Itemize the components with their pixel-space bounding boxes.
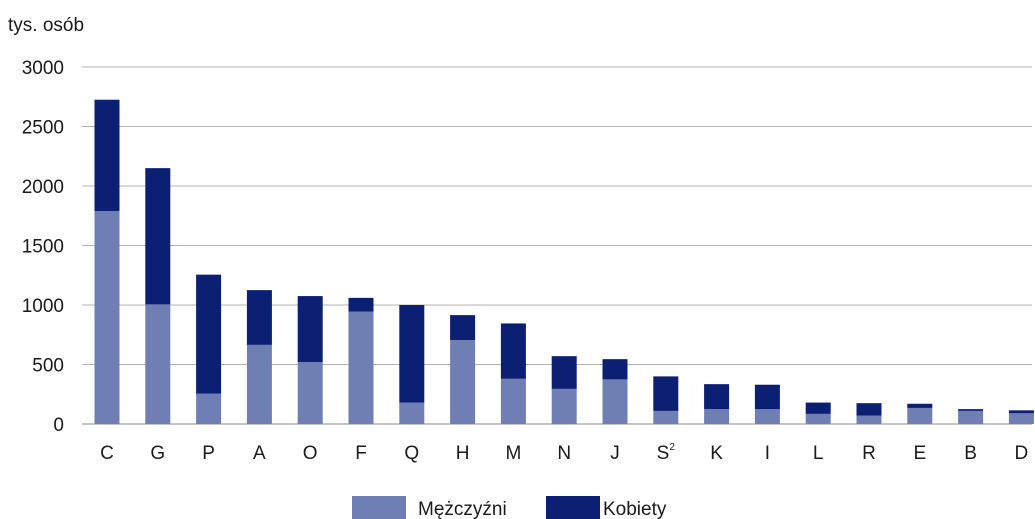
legend-swatch bbox=[546, 496, 600, 519]
bar-segment-men bbox=[602, 379, 628, 424]
y-tick-label: 2000 bbox=[22, 177, 64, 198]
bar-segment-women bbox=[653, 376, 679, 411]
x-tick-label: Q bbox=[404, 443, 419, 464]
bar-segment-women bbox=[704, 384, 730, 410]
bar-segment-men bbox=[196, 393, 222, 424]
x-tick-label: D bbox=[1015, 443, 1029, 464]
bar-segment-men bbox=[907, 407, 933, 424]
x-tick-label: B bbox=[964, 443, 977, 464]
bar-segment-men bbox=[1008, 413, 1034, 424]
bar-segment-women bbox=[551, 356, 577, 389]
bar-segment-women bbox=[399, 305, 425, 403]
bar-segment-men bbox=[500, 378, 526, 424]
bar-segment-women bbox=[145, 168, 171, 305]
legend-label: Mężczyźni bbox=[418, 499, 507, 519]
bar-segment-women bbox=[907, 403, 933, 408]
bar-segment-men bbox=[348, 311, 374, 424]
x-tick-label: F bbox=[355, 443, 367, 464]
y-tick-label: 1000 bbox=[22, 296, 64, 317]
bar-segment-women bbox=[805, 402, 831, 414]
bar-segment-women bbox=[602, 359, 628, 380]
bar-segment-women bbox=[856, 403, 882, 416]
x-tick-label: E bbox=[913, 443, 926, 464]
x-tick-label: M bbox=[505, 443, 521, 464]
bar-segment-men bbox=[297, 362, 323, 424]
x-tick-label: G bbox=[150, 443, 165, 464]
gridlines bbox=[82, 66, 1032, 425]
bar-segment-men bbox=[399, 402, 425, 424]
bar-segment-men bbox=[94, 210, 120, 424]
bar-segment-men bbox=[805, 413, 831, 424]
bar-segment-women bbox=[754, 384, 780, 410]
legend-swatch bbox=[352, 496, 406, 519]
x-tick-label: K bbox=[710, 443, 723, 464]
bar-segment-women bbox=[297, 296, 323, 363]
x-tick-label: A bbox=[253, 443, 266, 464]
y-tick-label: 2500 bbox=[22, 118, 64, 139]
x-tick-label: L bbox=[813, 443, 824, 464]
x-tick-label: I bbox=[765, 443, 770, 464]
x-category-labels: C G P A O F Q H M N J S2 K I L R E B D bbox=[100, 442, 1028, 464]
x-tick-label: P bbox=[202, 443, 215, 464]
bar-segment-women bbox=[246, 290, 272, 345]
bar-segment-women bbox=[94, 99, 120, 211]
y-tick-label: 1500 bbox=[22, 237, 64, 258]
bars bbox=[94, 99, 1034, 424]
bar-segment-men bbox=[704, 409, 730, 424]
bar-segment-women bbox=[348, 297, 374, 312]
y-tick-labels: 0 500 1000 1500 2000 2500 3000 bbox=[22, 58, 64, 436]
bar-segment-men bbox=[856, 415, 882, 424]
bar-segment-women bbox=[196, 274, 222, 394]
bar-segment-women bbox=[450, 315, 476, 341]
y-axis-unit-label: tys. osób bbox=[8, 15, 84, 36]
bar-segment-men bbox=[754, 409, 780, 424]
x-tick-label: N bbox=[557, 443, 571, 464]
y-tick-label: 3000 bbox=[22, 58, 64, 79]
bar-segment-men bbox=[450, 340, 476, 424]
bar-segment-men bbox=[246, 344, 272, 424]
bar-segment-women bbox=[500, 323, 526, 379]
x-tick-label: H bbox=[456, 443, 470, 464]
bar-segment-women bbox=[958, 409, 984, 411]
bar-segment-men bbox=[958, 410, 984, 424]
legend-label: Kobiety bbox=[603, 499, 667, 519]
y-tick-label: 0 bbox=[53, 415, 64, 436]
x-tick-label: R bbox=[862, 443, 876, 464]
x-tick-label: C bbox=[100, 443, 114, 464]
bar-segment-women bbox=[1008, 410, 1034, 414]
x-tick-label: J bbox=[610, 443, 620, 464]
bar-segment-men bbox=[551, 388, 577, 424]
legend: Mężczyźni Kobiety bbox=[352, 496, 667, 519]
x-tick-label: S2 bbox=[657, 442, 676, 464]
bar-segment-men bbox=[145, 304, 171, 424]
y-tick-label: 500 bbox=[32, 356, 64, 377]
bar-segment-men bbox=[653, 410, 679, 424]
x-tick-label: O bbox=[303, 443, 318, 464]
